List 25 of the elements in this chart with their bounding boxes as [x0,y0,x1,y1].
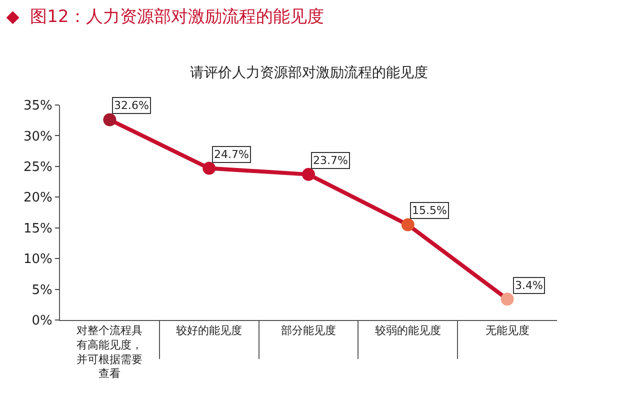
point [103,113,116,126]
text: 15.5% [412,204,447,217]
y-tick-label: 30% [23,129,52,144]
y-tick-label: 15% [23,221,52,236]
point [401,218,414,232]
y-tick-label: 35% [23,98,52,114]
x-tick-label: 对整个流程具有高能见度，并可根据需要查看 [76,324,143,380]
chart-title: ◆ 图12：人力资源部对激励流程的能见度 [6,6,324,27]
point [302,168,315,181]
point [202,162,216,175]
text: 3.4% [515,279,543,292]
y-tick-label: 0% [32,314,52,329]
x-tick-label: 无能见度 [485,324,530,338]
x-tick-label: 较好的能见度 [176,324,242,338]
y-tick-label: 5% [32,282,52,298]
x-tick-label: 部分能见度 [281,324,336,338]
point [500,292,514,306]
y-tick-label: 25% [23,160,52,175]
x-tick-label: 较弱的能见度 [374,324,441,338]
y-tick-label: 10% [23,252,52,268]
text: 24.7% [214,148,249,161]
text: 32.6% [114,99,149,112]
chart-subtitle: 请评价人力资源部对激励流程的能见度 [190,65,428,81]
y-tick-label: 20% [23,190,52,206]
text: 23.7% [313,154,348,167]
